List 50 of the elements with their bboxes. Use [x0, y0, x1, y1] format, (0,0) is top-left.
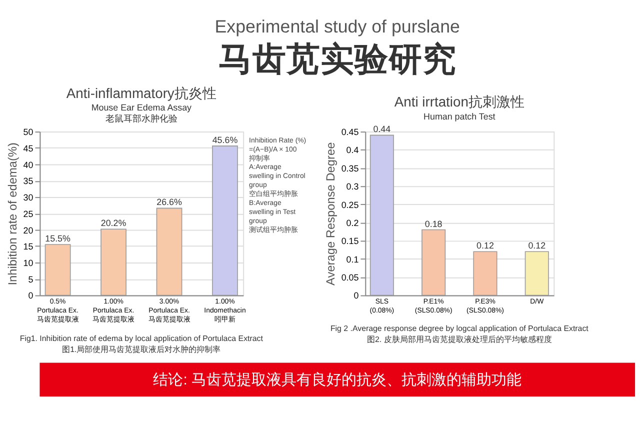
bar	[212, 146, 238, 296]
data-label: 0.44	[373, 124, 391, 134]
data-label: 26.6%	[156, 197, 182, 208]
y-tick-label: 30	[23, 192, 34, 203]
bar	[44, 244, 71, 296]
chart-title: Anti irrtation抗刺激性	[394, 93, 524, 110]
y-axis-title: Average Response Degree	[323, 142, 338, 286]
y-tick-label: 0.1	[346, 254, 359, 264]
text: 马齿苋实验研究	[218, 40, 456, 79]
y-tick-label: 0.05	[341, 272, 359, 283]
data-label: 0.18	[424, 218, 442, 229]
y-axis-title: Inhibition rate of edema(%)	[5, 142, 20, 286]
data-label: 15.5%	[45, 234, 71, 244]
text: Experimental study of purslane	[214, 16, 460, 36]
y-tick-label: 45	[23, 143, 34, 154]
y-tick-label: 0.3	[346, 182, 359, 192]
y-tick-label: 0.25	[341, 200, 359, 210]
bar	[473, 251, 498, 296]
bar	[524, 251, 549, 296]
y-tick-label: 0	[354, 290, 359, 301]
y-tick-label: 0.15	[341, 236, 359, 246]
caption: 图1.局部使用马齿苋提取液后对水肿的抑制率	[62, 344, 221, 354]
bar	[370, 134, 394, 296]
text: 结论: 马齿苋提取液具有良好的抗炎、抗刺激的辅助功能	[153, 372, 522, 389]
bar	[100, 228, 126, 296]
y-tick-label: 10	[23, 258, 34, 268]
y-tick-label: 0.2	[346, 218, 359, 228]
caption: Fig 2 .Average response degree by logcal application of Portulaca Extract	[330, 324, 590, 333]
y-tick-label: 0	[28, 290, 34, 301]
y-tick-label: 25	[23, 208, 34, 219]
data-label: 0.12	[528, 240, 546, 251]
y-tick-label: 50	[23, 127, 34, 138]
bar	[422, 229, 446, 296]
chart-title: Anti-inflammatory抗炎性	[66, 84, 216, 101]
y-tick-label: 20	[23, 225, 34, 236]
bar	[156, 208, 182, 296]
data-label: 0.12	[476, 240, 494, 251]
data-label: 20.2%	[100, 218, 126, 228]
chart-subtitle: Mouse Ear Edema Assay 老鼠耳部水肿化验	[91, 102, 192, 124]
caption: 图2. 皮肤局部用马齿苋提取液处理后的平均敏感程度	[367, 334, 552, 344]
y-tick-label: 0.45	[341, 127, 359, 138]
y-tick-label: 0.35	[341, 163, 359, 174]
y-tick-label: 0.4	[346, 145, 359, 156]
y-tick-label: 40	[23, 160, 34, 170]
chart-subtitle: Human patch Test	[424, 111, 496, 122]
y-tick-label: 5	[28, 274, 34, 284]
y-tick-label: 15	[23, 242, 34, 252]
caption: Fig1. Inhibition rate of edema by local application of Portulaca Extract	[20, 334, 264, 343]
data-label: 45.6%	[212, 134, 238, 145]
y-tick-label: 35	[23, 176, 34, 186]
